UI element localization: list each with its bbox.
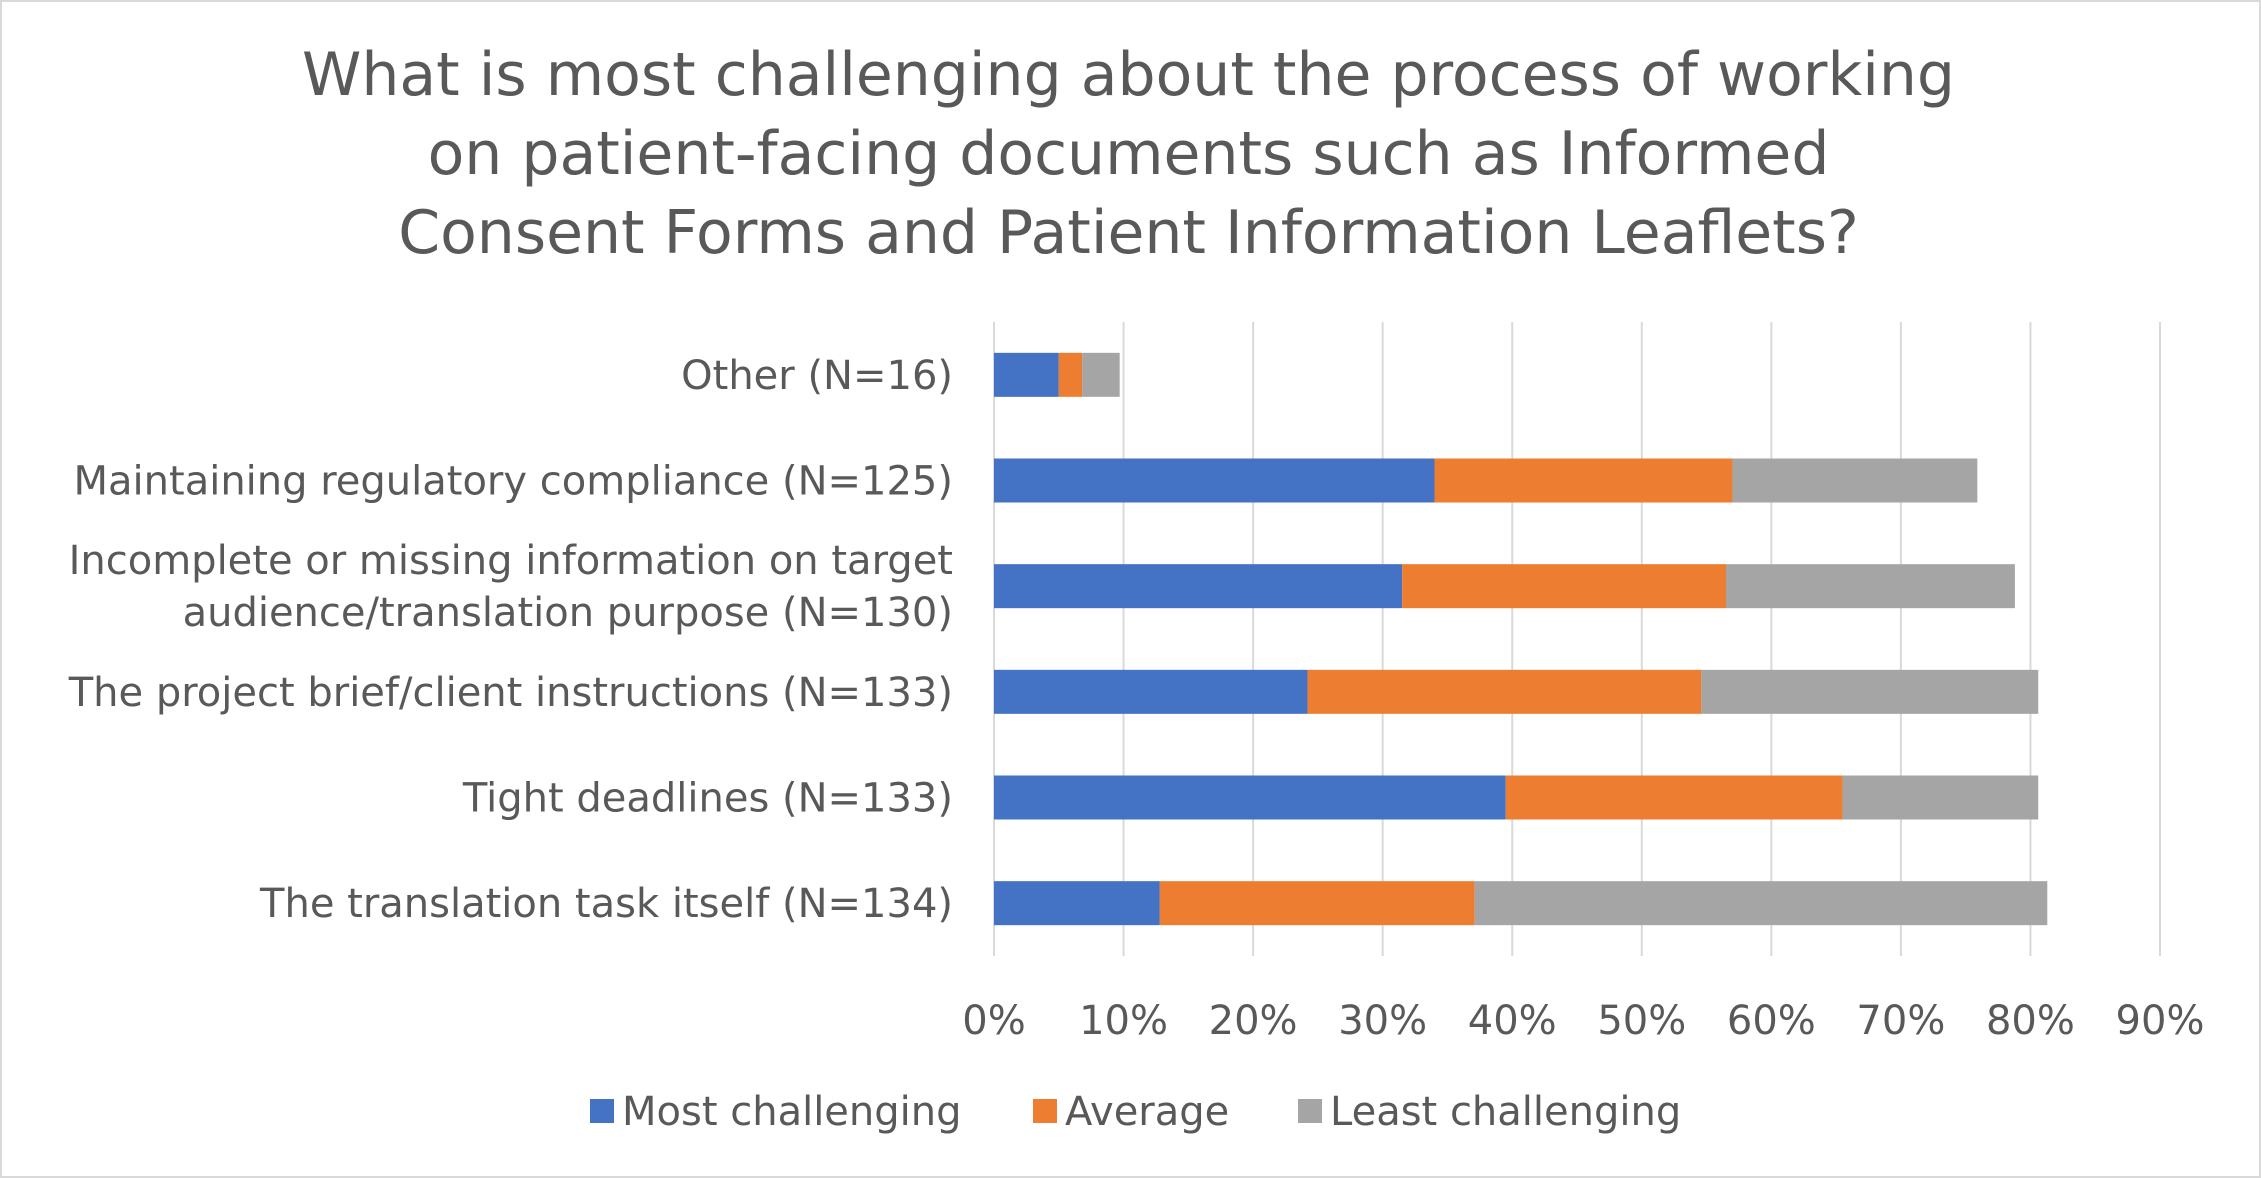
category-labels: Other (N=16) Maintaining regulatory compl… xyxy=(68,353,953,927)
legend-swatch-2 xyxy=(1298,1099,1322,1123)
x-tick-label-6: 60% xyxy=(1727,998,1816,1044)
x-tick-label-3: 30% xyxy=(1338,998,1427,1044)
x-tick-labels: 0% 10% 20% 30% 40% 50% 60% 70% 80% 90% xyxy=(962,998,2204,1044)
bar-2-0 xyxy=(994,564,1403,609)
bar-5-2 xyxy=(1474,881,2048,926)
bar-3-2 xyxy=(1701,669,2039,714)
category-label-line: The translation task itself (N=134) xyxy=(259,881,953,927)
legend-label-0: Most challenging xyxy=(622,1089,962,1135)
x-tick-label-0: 0% xyxy=(962,998,1025,1044)
bar-2-2 xyxy=(1725,564,2015,609)
legend-label-2: Least challenging xyxy=(1330,1089,1681,1135)
category-label-line: The project brief/client instructions (N… xyxy=(68,670,953,716)
category-label-line: Other (N=16) xyxy=(681,353,953,399)
bar-0-1 xyxy=(1058,352,1083,397)
x-tick-label-8: 80% xyxy=(1986,998,2075,1044)
bar-1-2 xyxy=(1732,458,1978,503)
bar-3-1 xyxy=(1307,669,1702,714)
category-label-2: Incomplete or missing information on tar… xyxy=(69,538,953,636)
category-label-line: Tight deadlines (N=133) xyxy=(462,776,953,822)
bar-5-1 xyxy=(1159,881,1475,926)
bar-1-1 xyxy=(1434,458,1733,503)
category-label-5: The translation task itself (N=134) xyxy=(259,881,953,927)
bar-2-1 xyxy=(1402,564,1726,609)
category-label-3: The project brief/client instructions (N… xyxy=(68,670,953,716)
bar-5-0 xyxy=(994,881,1160,926)
category-label-line: Maintaining regulatory compliance (N=125… xyxy=(74,459,953,505)
legend-swatch-0 xyxy=(590,1099,614,1123)
x-tick-label-7: 70% xyxy=(1856,998,1945,1044)
category-label-1: Maintaining regulatory compliance (N=125… xyxy=(74,459,953,505)
chart-title: What is most challenging about the proce… xyxy=(302,40,1955,268)
category-label-4: Tight deadlines (N=133) xyxy=(462,776,953,822)
bar-4-2 xyxy=(1842,775,2039,820)
bar-0-2 xyxy=(1082,352,1120,397)
x-tick-label-2: 20% xyxy=(1209,998,1298,1044)
x-tick-label-1: 10% xyxy=(1079,998,1168,1044)
legend: Most challenging Average Least challenging xyxy=(590,1089,1681,1135)
bar-3-0 xyxy=(994,669,1308,714)
x-tick-label-4: 40% xyxy=(1468,998,1557,1044)
x-tick-label-9: 90% xyxy=(2116,998,2205,1044)
bar-0-0 xyxy=(994,352,1059,397)
category-label-line: Incomplete or missing information on tar… xyxy=(69,538,953,584)
category-label-0: Other (N=16) xyxy=(681,353,953,399)
legend-swatch-1 xyxy=(1033,1099,1057,1123)
x-tick-label-5: 50% xyxy=(1597,998,1686,1044)
bar-4-1 xyxy=(1505,775,1843,820)
category-label-line: audience/translation purpose (N=130) xyxy=(183,590,953,636)
gridlines xyxy=(993,322,2161,956)
bars xyxy=(994,352,2048,926)
bar-4-0 xyxy=(994,775,1506,820)
legend-label-1: Average xyxy=(1065,1089,1229,1135)
bar-1-0 xyxy=(994,458,1435,503)
